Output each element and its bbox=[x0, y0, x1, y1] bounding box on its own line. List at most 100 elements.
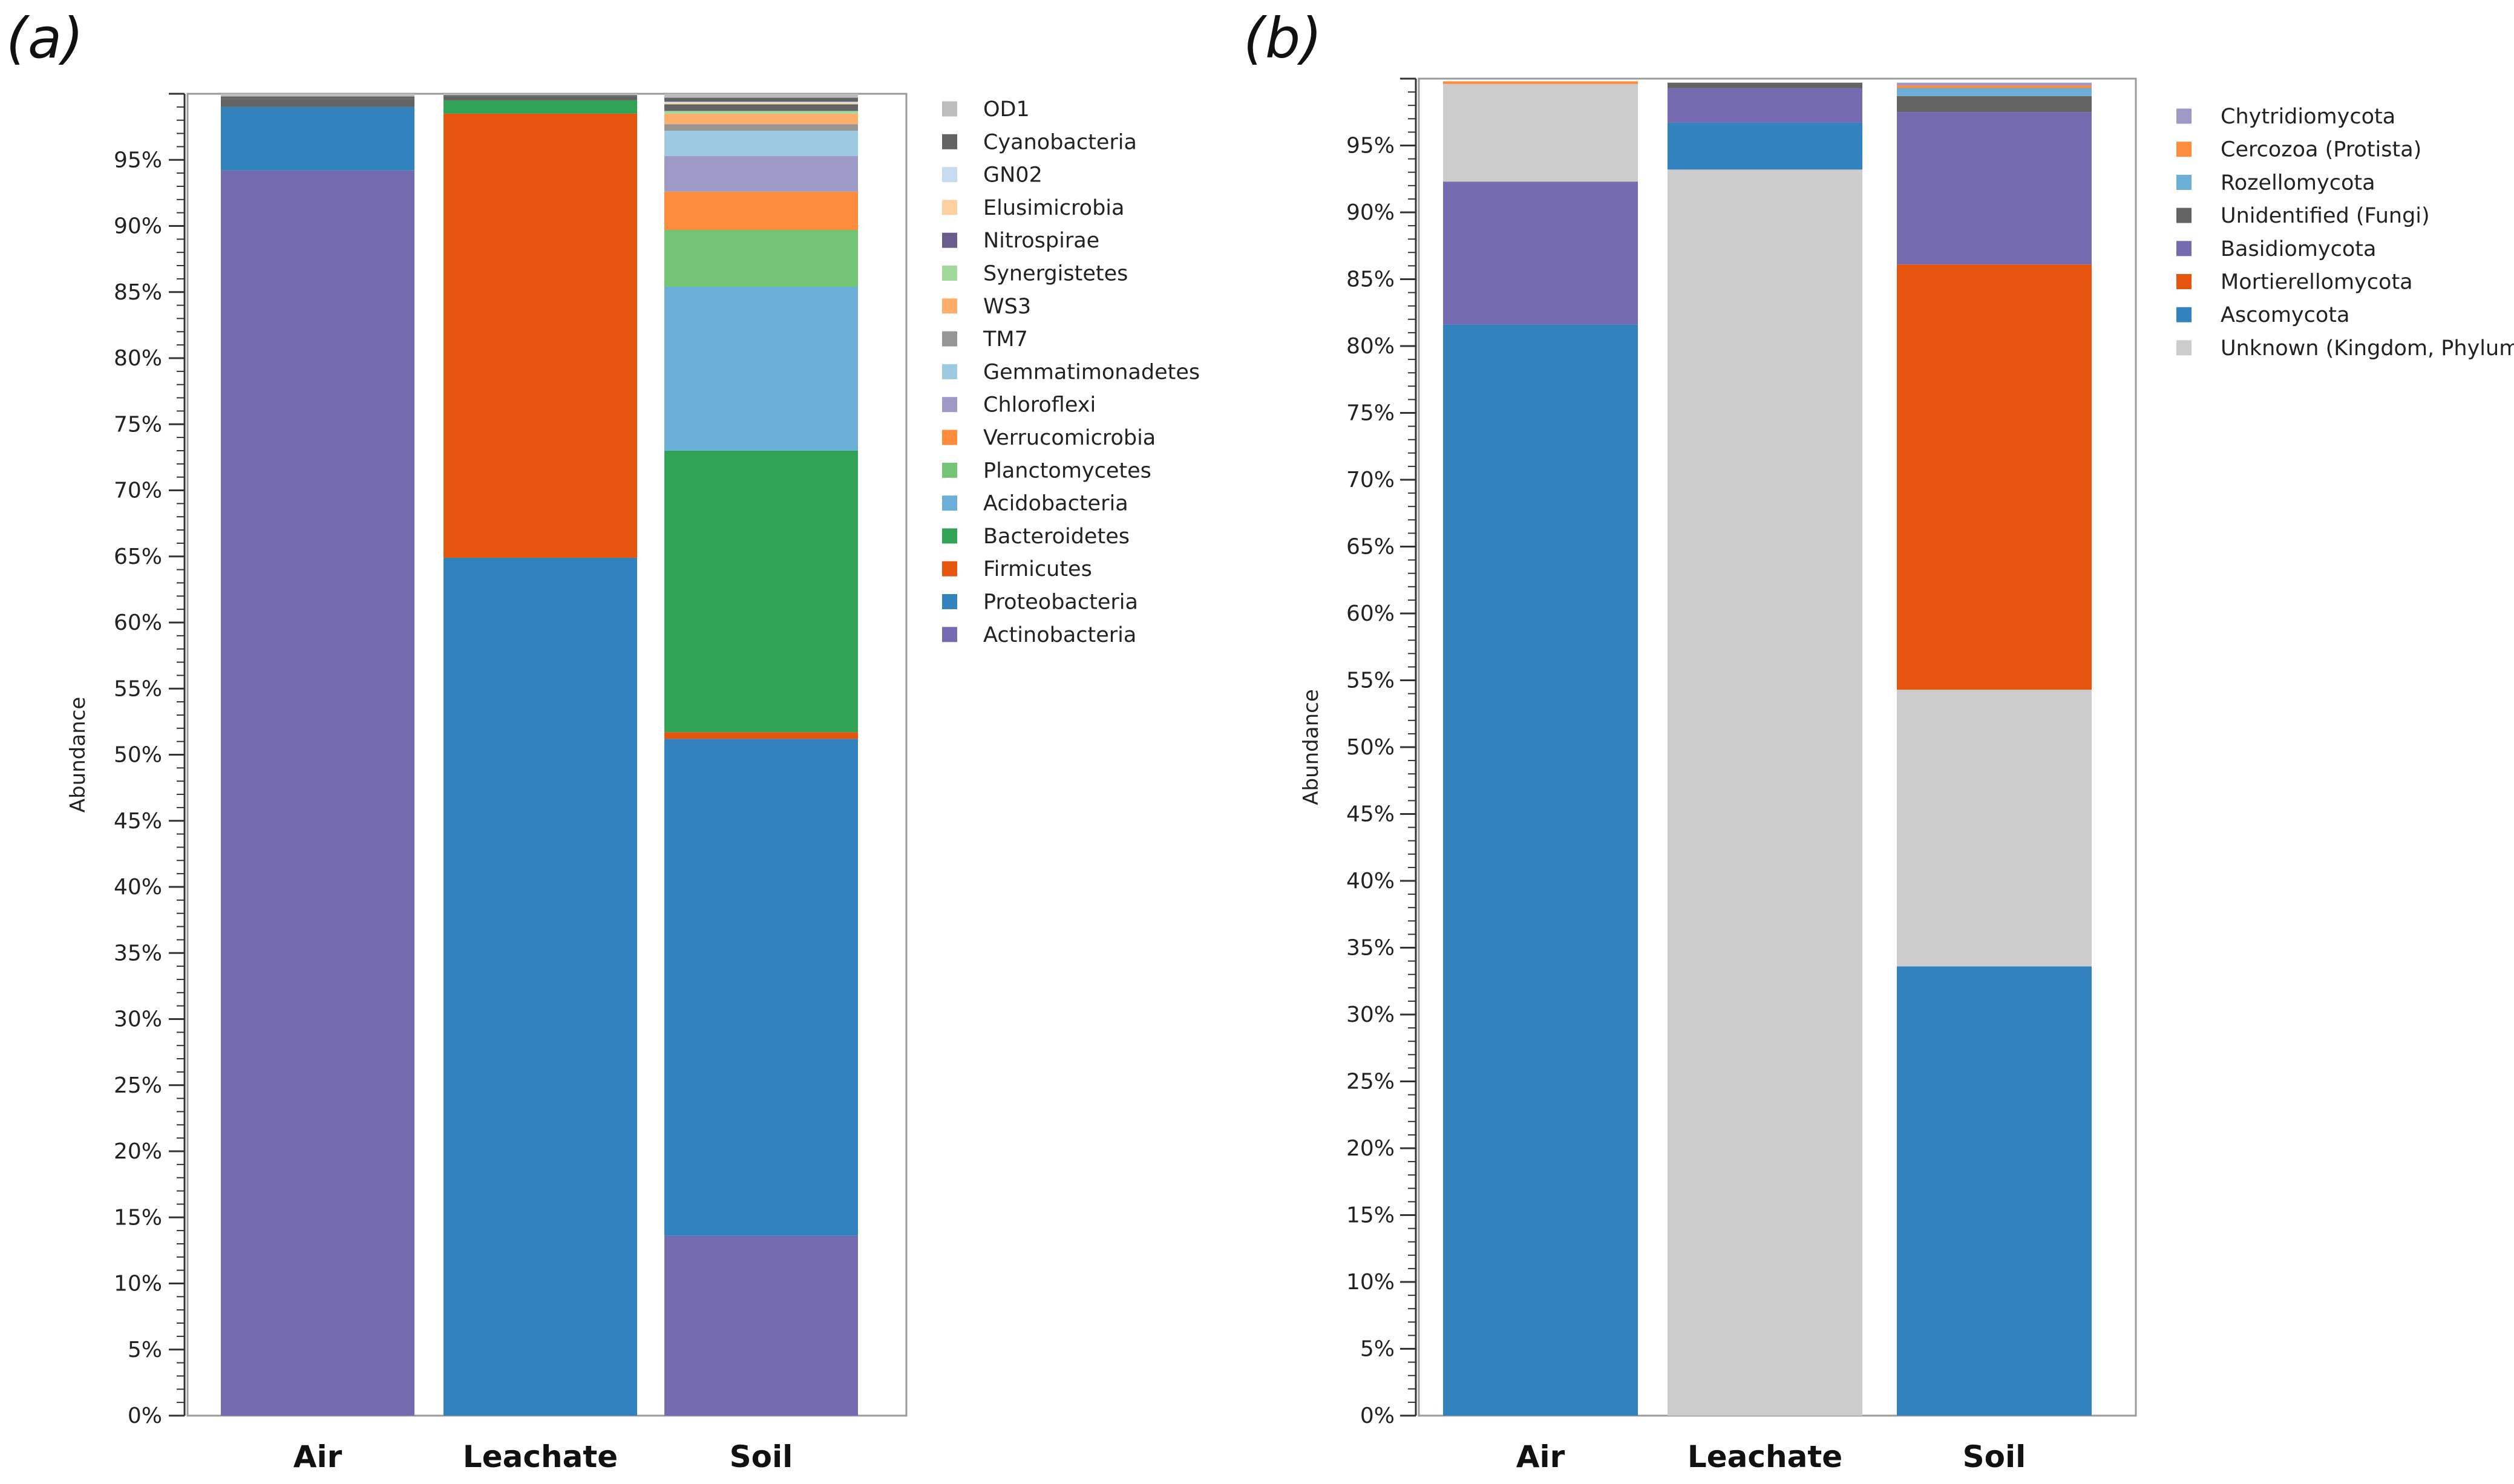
plot-a-bar-segment bbox=[664, 104, 858, 111]
plot-b-legend-swatch bbox=[2176, 208, 2192, 223]
plot-b-tick-label: 80% bbox=[1346, 334, 1395, 359]
plot-b-legend-swatch bbox=[2176, 142, 2192, 157]
plot-b-legend-label: Chytridiomycota bbox=[2221, 105, 2395, 129]
plot-b-bar-segment bbox=[1443, 324, 1638, 1416]
plot-a-legend-swatch bbox=[942, 101, 957, 117]
plot-b-legend-label: Rozellomycota bbox=[2221, 171, 2375, 195]
plot-b-bar-segment bbox=[1897, 112, 2092, 265]
plot-a-legend-label: Firmicutes bbox=[983, 557, 1092, 581]
plot-b-legend-swatch bbox=[2176, 340, 2192, 356]
plot-b-y-axis-label: Abundance bbox=[1299, 689, 1323, 805]
plot-a-tick-label: 25% bbox=[114, 1073, 162, 1098]
plot-a-legend-swatch bbox=[942, 134, 957, 149]
plot-a-tick-label: 60% bbox=[114, 610, 162, 635]
plot-a-bar-segment bbox=[664, 155, 858, 192]
plot-a-tick-label: 35% bbox=[114, 941, 162, 966]
plot-b-legend-swatch bbox=[2176, 307, 2192, 322]
plot-b-legend-label: Basidiomycota bbox=[2221, 237, 2376, 261]
plot-a-legend-swatch bbox=[942, 462, 957, 478]
plot-a-bar-segment bbox=[664, 739, 858, 1236]
plot-b-bar-segment bbox=[1897, 966, 2092, 1416]
plot-b-bar-segment bbox=[1443, 181, 1638, 325]
plot-a-bar-segment bbox=[221, 99, 414, 107]
plot-a-legend-label: Verrucomicrobia bbox=[983, 426, 1156, 450]
plot-b-legend-swatch bbox=[2176, 174, 2192, 190]
plot-a-bar-segment bbox=[444, 95, 637, 97]
plot-b-legend-swatch bbox=[2176, 274, 2192, 289]
plot-a-bar-segment bbox=[664, 97, 858, 102]
plot-b-category-label: Air bbox=[1516, 1439, 1565, 1474]
plot-b-tick-label: 90% bbox=[1346, 200, 1395, 225]
plot-b-bar-segment bbox=[1443, 83, 1638, 182]
plot-a-tick-label: 40% bbox=[114, 875, 162, 900]
plot-a-legend-label: Cyanobacteria bbox=[983, 130, 1137, 154]
plot-b-tick-label: 30% bbox=[1346, 1002, 1395, 1027]
plot-a-tick-label: 65% bbox=[114, 544, 162, 569]
plot-a-legend-swatch bbox=[942, 561, 957, 577]
plot-a-tick-label: 10% bbox=[114, 1272, 162, 1296]
plot-b-legend-label: Mortierellomycota bbox=[2221, 270, 2413, 295]
plot-a-category-label: Soil bbox=[730, 1439, 793, 1474]
plot-a-tick-label: 50% bbox=[114, 743, 162, 768]
plot-a-tick-label: 70% bbox=[114, 479, 162, 503]
plot-a-bar-segment bbox=[664, 124, 858, 131]
plot-a-legend-label: WS3 bbox=[983, 295, 1031, 319]
plot-b-tick-label: 60% bbox=[1346, 601, 1395, 626]
panel-a-label: (a) bbox=[6, 6, 84, 71]
plot-a-legend-label: Acidobacteria bbox=[983, 492, 1128, 516]
plot-a-legend-swatch bbox=[942, 331, 957, 347]
panel-b-label: (b) bbox=[1243, 6, 1323, 71]
plot-a-bar-segment bbox=[444, 557, 637, 1416]
plot-b-bar-segment bbox=[1897, 96, 2092, 113]
plot-a-bar-segment bbox=[221, 94, 414, 97]
plot-a-tick-label: 90% bbox=[114, 214, 162, 239]
plot-b-bar-segment bbox=[1897, 689, 2092, 967]
plot-a-legend-swatch bbox=[942, 430, 957, 445]
plot-a-tick-label: 20% bbox=[114, 1139, 162, 1164]
plot-a-tick-label: 30% bbox=[114, 1007, 162, 1032]
plot-a-legend-swatch bbox=[942, 298, 957, 314]
plot-a-bar-segment bbox=[444, 100, 637, 114]
plot-a-legend-label: Gemmatimonadetes bbox=[983, 360, 1200, 384]
plot-a-bar-segment bbox=[664, 1235, 858, 1416]
plot-a-legend-label: Planctomycetes bbox=[983, 459, 1151, 483]
plot-b-legend-label: Unidentified (Fungi) bbox=[2221, 204, 2430, 228]
plot-a-bar-segment bbox=[444, 113, 637, 558]
plot-a-legend-swatch bbox=[942, 627, 957, 642]
plot-a-tick-label: 5% bbox=[128, 1338, 162, 1362]
plot-a-tick-label: 55% bbox=[114, 676, 162, 701]
plot-b-legend-label: Cercozoa (Protista) bbox=[2221, 138, 2421, 162]
plot-a-tick-label: 95% bbox=[114, 148, 162, 172]
plot-a-tick-label: 85% bbox=[114, 280, 162, 305]
plot-a-legend-label: Proteobacteria bbox=[983, 590, 1138, 615]
plot-b-bar-segment bbox=[1668, 169, 1862, 1416]
plot-a-legend-label: GN02 bbox=[983, 163, 1043, 188]
plot-a-legend-swatch bbox=[942, 200, 957, 215]
plot-a-legend-label: Nitrospirae bbox=[983, 229, 1099, 253]
plot-b-tick-label: 40% bbox=[1346, 869, 1395, 894]
plot-b-tick-label: 50% bbox=[1346, 735, 1395, 760]
plot-a-bar-segment bbox=[664, 103, 858, 105]
plot-a-legend-label: OD1 bbox=[983, 97, 1030, 122]
plot-a-tick-label: 75% bbox=[114, 412, 162, 437]
plot-b-tick-label: 10% bbox=[1346, 1270, 1395, 1295]
plot-a-bar-segment bbox=[664, 111, 858, 114]
plot-b-tick-label: 85% bbox=[1346, 267, 1395, 292]
plot-b-tick-label: 75% bbox=[1346, 401, 1395, 426]
plot-a-legend-label: TM7 bbox=[983, 327, 1028, 351]
plot-a-bar-segment bbox=[664, 230, 858, 287]
plot-b-bar-segment bbox=[1668, 88, 1862, 123]
plot-a-legend-swatch bbox=[942, 397, 957, 413]
plot-a-legend-swatch bbox=[942, 266, 957, 281]
plot-a-bar-segment bbox=[664, 450, 858, 733]
plot-a-tick-label: 15% bbox=[114, 1205, 162, 1230]
plot-a-bar-segment bbox=[664, 191, 858, 230]
plot-b-bar-segment bbox=[1668, 82, 1862, 88]
plot-a-bar-segment bbox=[221, 106, 414, 171]
plot-a-category-label: Air bbox=[293, 1439, 342, 1474]
plot-a-legend-swatch bbox=[942, 364, 957, 379]
plot-a-legend-label: Synergistetes bbox=[983, 262, 1128, 286]
plot-a-bar-segment bbox=[444, 94, 637, 96]
plot-a-legend-label: Elusimicrobia bbox=[983, 196, 1124, 220]
